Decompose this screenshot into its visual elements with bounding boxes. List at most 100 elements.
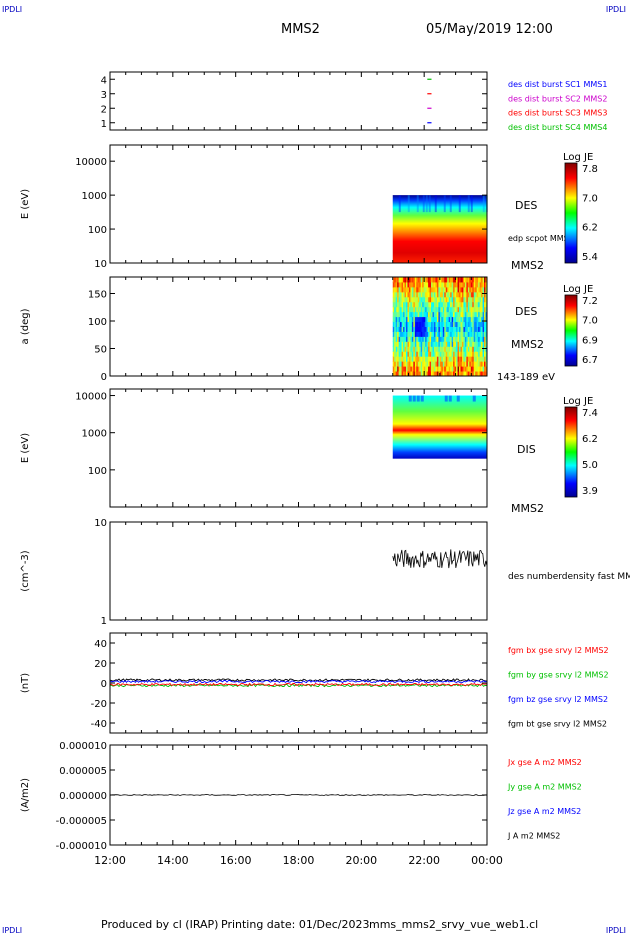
heatmap-cell bbox=[457, 371, 460, 377]
heatmap-cell bbox=[413, 281, 416, 288]
heatmap-cell bbox=[456, 321, 459, 327]
heatmap-cell bbox=[401, 366, 404, 372]
heatmap-cell bbox=[441, 341, 444, 347]
heatmap-cell bbox=[422, 291, 425, 298]
legend-entry: Jz gse A m2 MMS2 bbox=[507, 807, 581, 816]
heatmap-cell bbox=[410, 306, 413, 313]
heatmap-cell bbox=[432, 341, 435, 347]
heatmap-cell bbox=[466, 336, 469, 342]
heatmap-cell bbox=[475, 336, 478, 342]
heatmap-cell bbox=[433, 316, 436, 323]
heatmap-cell bbox=[436, 361, 439, 367]
heatmap-cell bbox=[460, 366, 463, 372]
heatmap-cell bbox=[400, 277, 403, 283]
heatmap-cell bbox=[410, 291, 413, 298]
heatmap-cell bbox=[439, 361, 442, 367]
heatmap-cell bbox=[429, 296, 432, 303]
heatmap-cell bbox=[411, 321, 414, 327]
heatmap-cell bbox=[472, 301, 475, 308]
heatmap-cell bbox=[422, 331, 425, 337]
heatmap-cell bbox=[467, 366, 470, 372]
heatmap-cell bbox=[461, 321, 464, 327]
heatmap-cell bbox=[476, 321, 479, 327]
heatmap-cell bbox=[444, 301, 447, 308]
heatmap-cell bbox=[401, 306, 404, 313]
heatmap-cell bbox=[408, 291, 411, 298]
heatmap-cell bbox=[441, 291, 444, 298]
heatmap-cell bbox=[461, 277, 464, 283]
heatmap-cell bbox=[392, 336, 395, 342]
heatmap-cell bbox=[478, 341, 481, 347]
heatmap-cell bbox=[475, 356, 478, 362]
heatmap-cell bbox=[461, 331, 464, 337]
heatmap-cell bbox=[431, 341, 434, 347]
heatmap-cell bbox=[419, 336, 422, 342]
heatmap-cell bbox=[472, 306, 475, 313]
heatmap-cell bbox=[394, 306, 397, 313]
heatmap-cell bbox=[435, 277, 438, 283]
heatmap-cell bbox=[467, 286, 470, 293]
heatmap-cell bbox=[460, 336, 463, 342]
heatmap-cell bbox=[397, 356, 400, 362]
heatmap-cell bbox=[484, 316, 487, 323]
heatmap-cell bbox=[447, 291, 450, 298]
heatmap-cell bbox=[464, 286, 467, 293]
heatmap-cell bbox=[420, 341, 423, 347]
heatmap-cell bbox=[416, 301, 419, 308]
heatmap-cell bbox=[426, 356, 429, 362]
heatmap-cell bbox=[408, 371, 411, 377]
heatmap-cell bbox=[451, 356, 454, 362]
heatmap-cell bbox=[467, 316, 470, 323]
heatmap-cell bbox=[484, 336, 487, 342]
heatmap-cell bbox=[426, 286, 429, 293]
heatmap-cell bbox=[406, 356, 408, 362]
heatmap-cell bbox=[478, 277, 481, 283]
heatmap-cell bbox=[464, 371, 467, 377]
heatmap-cell bbox=[420, 326, 423, 332]
heatmap-cell bbox=[411, 291, 414, 298]
heatmap-cell bbox=[403, 296, 406, 303]
heatmap-cell bbox=[436, 291, 439, 298]
heatmap-cell bbox=[469, 281, 472, 288]
heatmap-cell bbox=[473, 281, 476, 288]
heatmap-cell bbox=[413, 341, 416, 347]
heatmap-cell bbox=[398, 331, 401, 337]
density-line bbox=[392, 549, 488, 569]
heatmap-cell bbox=[447, 361, 450, 367]
heatmap-cell bbox=[426, 316, 429, 323]
heatmap-cell bbox=[411, 366, 414, 372]
heatmap-cell bbox=[420, 361, 423, 367]
heatmap-cell bbox=[431, 277, 434, 283]
heatmap-cell bbox=[481, 326, 484, 332]
heatmap-cell bbox=[470, 321, 473, 327]
heatmap-cell bbox=[475, 291, 478, 298]
y-tick-label: -0.000010 bbox=[56, 841, 107, 852]
heatmap-cell bbox=[442, 346, 445, 352]
heatmap-cell bbox=[435, 306, 438, 313]
heatmap-cell bbox=[400, 301, 403, 308]
heatmap-cell bbox=[456, 277, 459, 283]
heatmap-cell bbox=[422, 321, 425, 327]
heatmap-cell bbox=[398, 366, 401, 372]
heatmap-cell bbox=[414, 371, 417, 377]
heatmap-stripe bbox=[470, 195, 473, 213]
heatmap-cell bbox=[453, 366, 456, 372]
heatmap-cell bbox=[400, 336, 403, 342]
heatmap-stripe bbox=[407, 195, 410, 213]
heatmap-cell bbox=[484, 296, 487, 303]
colorbar-tick-label: 7.4 bbox=[582, 408, 598, 419]
heatmap-cell bbox=[457, 331, 460, 337]
heatmap-cell bbox=[444, 277, 447, 283]
legend-entry: fgm bx gse srvy l2 MMS2 bbox=[508, 646, 609, 655]
heatmap-cell bbox=[447, 311, 450, 318]
heatmap-cell bbox=[433, 286, 436, 293]
heatmap-cell bbox=[453, 371, 456, 377]
heatmap-cell bbox=[398, 341, 401, 347]
heatmap-cell bbox=[395, 366, 398, 372]
heatmap-cell bbox=[426, 336, 429, 342]
heatmap-cell bbox=[476, 291, 479, 298]
heatmap-cell bbox=[466, 361, 469, 367]
heatmap-cell bbox=[403, 316, 406, 323]
heatmap-cell bbox=[479, 341, 482, 347]
heatmap-cell bbox=[416, 366, 419, 372]
